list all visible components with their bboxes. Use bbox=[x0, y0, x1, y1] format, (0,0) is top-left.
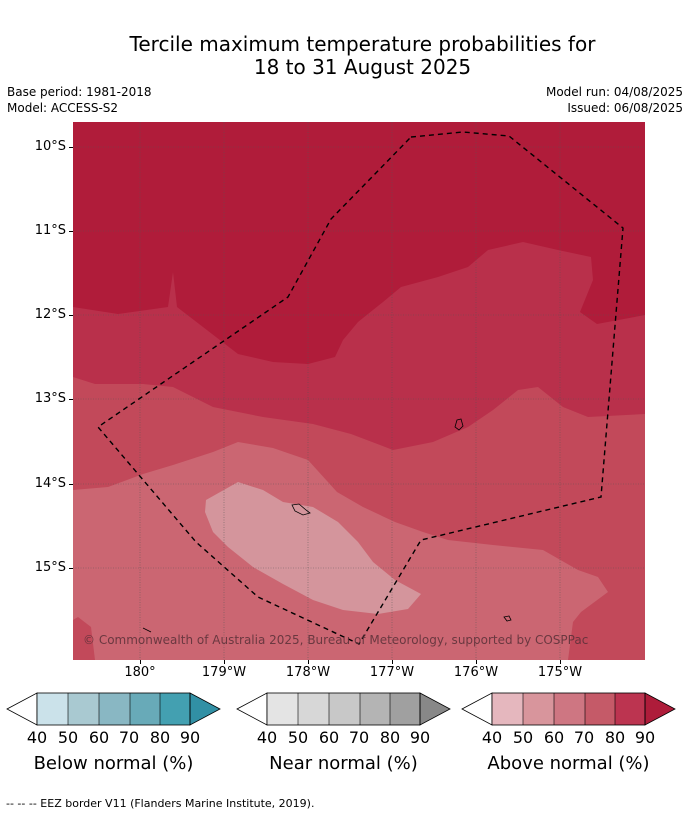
colorbar-value: 50 bbox=[287, 728, 309, 747]
copyright-notice: © Commonwealth of Australia 2025, Bureau… bbox=[83, 633, 589, 647]
colorbar-value: 70 bbox=[348, 728, 370, 747]
island-outline bbox=[454, 418, 464, 431]
chart-title-line1: Tercile maximum temperature probabilitie… bbox=[129, 32, 596, 56]
lat-tick bbox=[69, 484, 73, 485]
base-period: Base period: 1981-2018 bbox=[7, 85, 152, 99]
lat-tick bbox=[69, 231, 73, 232]
lon-gridlines bbox=[139, 122, 561, 660]
colorbar-value: 70 bbox=[118, 728, 140, 747]
lat-tick bbox=[69, 568, 73, 569]
lon-tick bbox=[476, 660, 477, 664]
colorbar-value: 40 bbox=[256, 728, 278, 747]
island-outline bbox=[503, 615, 512, 622]
lon-label: 177°W bbox=[369, 665, 415, 680]
island-outline bbox=[291, 503, 311, 516]
colorbar-value: 90 bbox=[179, 728, 201, 747]
lat-label: 15°S bbox=[34, 560, 66, 575]
lon-label: 178°W bbox=[285, 665, 331, 680]
eez-legend-note: -- -- -- EEZ border V11 (Flanders Marine… bbox=[6, 797, 315, 810]
lon-tick bbox=[392, 660, 393, 664]
lat-tick bbox=[69, 147, 73, 148]
eez-border bbox=[96, 131, 624, 645]
lon-tick bbox=[308, 660, 309, 664]
colorbar-title-below: Below normal (%) bbox=[33, 753, 194, 774]
lon-tick bbox=[560, 660, 561, 664]
lon-label: 175°W bbox=[537, 665, 583, 680]
colorbar-below-normal bbox=[6, 692, 221, 726]
issued-date: Issued: 06/08/2025 bbox=[567, 101, 683, 115]
probability-map bbox=[73, 122, 645, 660]
chart-title-line2: 18 to 31 August 2025 bbox=[253, 55, 472, 79]
lat-tick bbox=[69, 399, 73, 400]
colorbar-value: 80 bbox=[604, 728, 626, 747]
lon-label: 179°W bbox=[201, 665, 247, 680]
lat-label: 13°S bbox=[34, 391, 66, 406]
lon-tick bbox=[140, 660, 141, 664]
colorbar-value: 60 bbox=[88, 728, 110, 747]
colorbar-value: 60 bbox=[318, 728, 340, 747]
lat-label: 14°S bbox=[34, 476, 66, 491]
colorbar-value: 70 bbox=[573, 728, 595, 747]
lon-tick bbox=[224, 660, 225, 664]
lon-label: 176°W bbox=[453, 665, 499, 680]
colorbar-value: 90 bbox=[634, 728, 656, 747]
colorbar-value: 50 bbox=[512, 728, 534, 747]
colorbar-title-above: Above normal (%) bbox=[487, 753, 650, 774]
colorbar-value: 60 bbox=[543, 728, 565, 747]
lat-label: 11°S bbox=[34, 223, 66, 238]
fill-40-50 bbox=[205, 482, 421, 614]
colorbar-value: 40 bbox=[26, 728, 48, 747]
colorbar-near-normal bbox=[236, 692, 451, 726]
island-outline bbox=[142, 627, 152, 633]
lat-label: 10°S bbox=[34, 139, 66, 154]
lon-label: 180° bbox=[124, 665, 156, 680]
lat-gridlines bbox=[73, 146, 645, 569]
lat-tick bbox=[69, 315, 73, 316]
model-name: Model: ACCESS-S2 bbox=[7, 101, 119, 115]
model-run: Model run: 04/08/2025 bbox=[545, 85, 683, 99]
lat-label: 12°S bbox=[34, 307, 66, 322]
colorbar-value: 80 bbox=[149, 728, 171, 747]
colorbar-value: 50 bbox=[57, 728, 79, 747]
colorbar-value: 40 bbox=[481, 728, 503, 747]
colorbar-value: 80 bbox=[379, 728, 401, 747]
map-panel: © Commonwealth of Australia 2025, Bureau… bbox=[73, 122, 645, 660]
colorbar-value: 90 bbox=[409, 728, 431, 747]
colorbar-above-normal bbox=[461, 692, 676, 726]
colorbar-title-near: Near normal (%) bbox=[269, 753, 418, 774]
